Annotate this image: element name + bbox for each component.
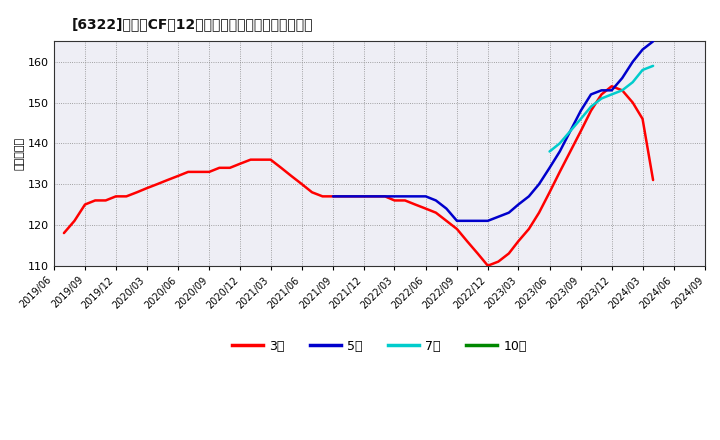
Text: [6322]　投賄CFだ12か月移動合計の標準偏差の推移: [6322] 投賄CFだ12か月移動合計の標準偏差の推移	[72, 18, 313, 32]
Y-axis label: （百万円）: （百万円）	[15, 137, 25, 170]
Legend: 3年, 5年, 7年, 10年: 3年, 5年, 7年, 10年	[227, 335, 532, 358]
